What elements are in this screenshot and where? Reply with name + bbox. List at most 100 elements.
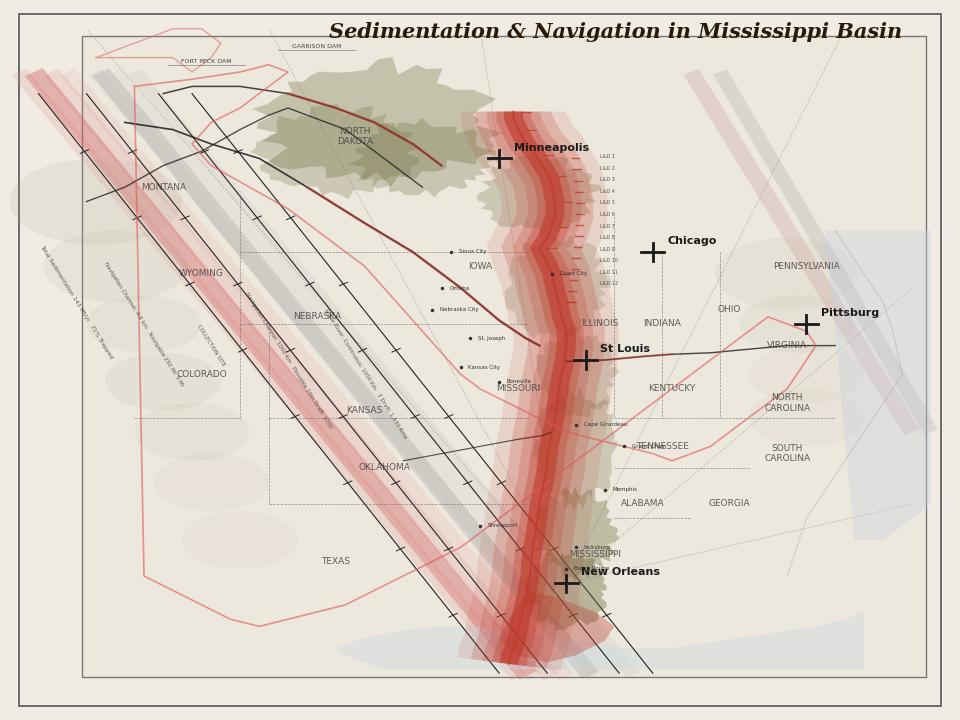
- Polygon shape: [499, 590, 614, 662]
- Text: St. Joseph: St. Joseph: [478, 336, 506, 341]
- Text: COLORADO: COLORADO: [177, 370, 227, 379]
- Text: OKLAHOMA: OKLAHOMA: [358, 464, 410, 472]
- Text: L&D 1: L&D 1: [600, 154, 614, 159]
- Text: L&D 3: L&D 3: [600, 177, 614, 182]
- Polygon shape: [533, 384, 617, 510]
- Text: MISSOURI: MISSOURI: [496, 384, 540, 393]
- Polygon shape: [536, 325, 619, 418]
- Polygon shape: [154, 454, 269, 511]
- Polygon shape: [749, 389, 864, 446]
- Text: GEORGIA: GEORGIA: [708, 500, 751, 508]
- Polygon shape: [684, 69, 920, 435]
- Text: GARRISON DAM: GARRISON DAM: [292, 45, 342, 49]
- Text: OHIO: OHIO: [718, 305, 741, 314]
- Polygon shape: [523, 552, 607, 630]
- Polygon shape: [477, 155, 602, 235]
- Polygon shape: [43, 230, 187, 302]
- Text: St Louis: St Louis: [600, 344, 650, 354]
- Text: SOUTH
CAROLINA: SOUTH CAROLINA: [764, 444, 810, 463]
- Polygon shape: [128, 69, 640, 678]
- Polygon shape: [348, 117, 498, 197]
- Text: Sedimentation & Navigation in Mississippi Basin: Sedimentation & Navigation in Mississipp…: [329, 22, 902, 42]
- Polygon shape: [60, 68, 574, 680]
- Text: MISSISSIPPI: MISSISSIPPI: [569, 550, 621, 559]
- Text: Navigation Channel: 1000 Km   Passable 10m Draft: 1000: Navigation Channel: 1000 Km Passable 10m…: [244, 291, 332, 429]
- Text: KENTUCKY: KENTUCKY: [648, 384, 696, 393]
- Polygon shape: [44, 68, 558, 680]
- Polygon shape: [492, 112, 584, 666]
- Text: ALABAMA: ALABAMA: [621, 500, 665, 508]
- Polygon shape: [92, 68, 599, 679]
- Polygon shape: [715, 238, 859, 310]
- Text: L&D 7: L&D 7: [600, 223, 614, 228]
- Text: MONTANA: MONTANA: [140, 183, 186, 192]
- Polygon shape: [739, 295, 854, 353]
- Text: COLLECTION SITE: COLLECTION SITE: [197, 324, 226, 367]
- Text: TEXAS: TEXAS: [322, 557, 350, 566]
- Polygon shape: [106, 353, 221, 410]
- Polygon shape: [504, 232, 612, 340]
- Text: Omaha: Omaha: [449, 286, 469, 290]
- Text: TENNESSEE: TENNESSEE: [636, 442, 689, 451]
- Text: NORTH
CAROLINA: NORTH CAROLINA: [764, 394, 810, 413]
- Text: Minneapolis: Minneapolis: [514, 143, 588, 153]
- Polygon shape: [252, 58, 502, 186]
- Text: IOWA: IOWA: [468, 262, 492, 271]
- Text: Baton Rouge: Baton Rouge: [574, 567, 610, 571]
- Text: L&D 5: L&D 5: [600, 200, 614, 205]
- FancyBboxPatch shape: [82, 36, 926, 677]
- Polygon shape: [28, 68, 541, 680]
- Text: L&D 9: L&D 9: [600, 246, 614, 251]
- Text: L&D 12: L&D 12: [600, 281, 618, 286]
- Polygon shape: [10, 158, 182, 245]
- Polygon shape: [134, 403, 250, 461]
- Text: NORTH
DAKOTA: NORTH DAKOTA: [337, 127, 373, 146]
- Text: PENNSYLVANIA: PENNSYLVANIA: [773, 262, 840, 271]
- FancyBboxPatch shape: [19, 14, 941, 706]
- Text: Quad City: Quad City: [560, 271, 587, 276]
- Polygon shape: [457, 111, 619, 670]
- Text: L&D 2: L&D 2: [600, 166, 614, 171]
- Text: NEBRASKA: NEBRASKA: [293, 312, 341, 321]
- Text: L&D 8: L&D 8: [600, 235, 614, 240]
- Polygon shape: [713, 70, 938, 434]
- Text: Major River: Continuous: 1000 Km   3 Draft: 1,430 Kms: Major River: Continuous: 1000 Km 3 Draft…: [323, 309, 407, 440]
- Polygon shape: [535, 487, 619, 582]
- Text: WYOMING: WYOMING: [180, 269, 224, 278]
- Polygon shape: [499, 112, 576, 665]
- Polygon shape: [89, 69, 602, 678]
- Polygon shape: [482, 112, 593, 667]
- Polygon shape: [182, 511, 298, 569]
- Text: Cape Girardeau: Cape Girardeau: [584, 423, 627, 427]
- Text: KANSAS: KANSAS: [347, 406, 383, 415]
- Text: New Orleans: New Orleans: [581, 567, 660, 577]
- Text: Grand Chain: Grand Chain: [632, 444, 666, 449]
- Text: Navigation Channel: 4.9 km   Navigable 250 Mi: 5 Mi: Navigation Channel: 4.9 km Navigable 250…: [104, 261, 184, 387]
- Text: L&D 11: L&D 11: [600, 269, 618, 274]
- Text: FORT PECK DAM: FORT PECK DAM: [181, 59, 231, 63]
- Text: L&D 6: L&D 6: [600, 212, 614, 217]
- Text: Total Sedimentation 143 Mt/yr   71% Trapped: Total Sedimentation 143 Mt/yr 71% Trappe…: [39, 245, 114, 360]
- Text: Kansas City: Kansas City: [468, 365, 500, 369]
- Text: Boneville: Boneville: [507, 379, 532, 384]
- Text: L&D 10: L&D 10: [600, 258, 618, 263]
- Polygon shape: [749, 346, 864, 403]
- Polygon shape: [108, 69, 621, 678]
- Text: Memphis: Memphis: [612, 487, 637, 492]
- Text: Shreveport: Shreveport: [488, 523, 518, 528]
- Polygon shape: [826, 230, 931, 540]
- Polygon shape: [251, 104, 421, 199]
- Polygon shape: [25, 68, 537, 680]
- Text: Vicksburg: Vicksburg: [584, 545, 611, 549]
- Polygon shape: [471, 112, 605, 669]
- Text: L&D 4: L&D 4: [600, 189, 614, 194]
- Text: Sioux City: Sioux City: [459, 250, 487, 254]
- Text: Chicago: Chicago: [667, 236, 716, 246]
- Text: Pittsburg: Pittsburg: [821, 308, 879, 318]
- Text: Nebraska City: Nebraska City: [440, 307, 478, 312]
- Polygon shape: [12, 68, 526, 680]
- Text: INDIANA: INDIANA: [643, 320, 682, 328]
- Polygon shape: [86, 295, 202, 353]
- Text: VIRGINIA: VIRGINIA: [767, 341, 807, 350]
- Polygon shape: [336, 612, 864, 670]
